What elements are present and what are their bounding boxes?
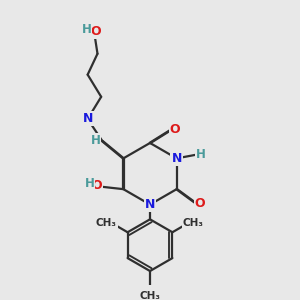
Text: O: O — [92, 179, 102, 192]
Text: CH₃: CH₃ — [140, 291, 161, 300]
Text: H: H — [196, 148, 206, 161]
Text: O: O — [195, 197, 206, 210]
Text: H: H — [84, 177, 94, 190]
Text: H: H — [82, 23, 91, 36]
Text: N: N — [172, 152, 182, 165]
Text: N: N — [145, 198, 155, 211]
Text: O: O — [90, 25, 101, 38]
Text: O: O — [170, 123, 180, 136]
Text: CH₃: CH₃ — [96, 218, 117, 228]
Text: CH₃: CH₃ — [183, 218, 204, 228]
Text: N: N — [83, 112, 93, 125]
Text: H: H — [91, 134, 100, 147]
